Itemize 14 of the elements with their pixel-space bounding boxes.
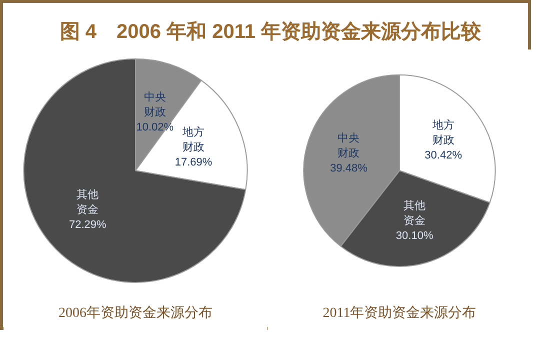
slice-label: 地方财政 (182, 126, 204, 154)
slice-label: 中央财政 (144, 90, 166, 118)
chart-title: 图 4 2006 年和 2011 年资助资金来源分布比较 (60, 20, 482, 45)
slice-label: 其他资金 (404, 199, 426, 228)
text: 2006年资助资金来源分布 (58, 305, 212, 322)
data-label: 72.29% (68, 219, 107, 232)
slice-label: 地方财政 (431, 118, 454, 146)
text: 2011年资助资金来源分布 (322, 305, 476, 322)
data-label: 39.48% (330, 162, 368, 175)
data-label: 17.69% (174, 156, 212, 169)
slice-label: 中央财政 (338, 132, 360, 160)
slice-label: 其他资金 (76, 188, 99, 216)
data-label: 30.42% (424, 149, 462, 162)
data-label: 30.10% (396, 230, 434, 242)
